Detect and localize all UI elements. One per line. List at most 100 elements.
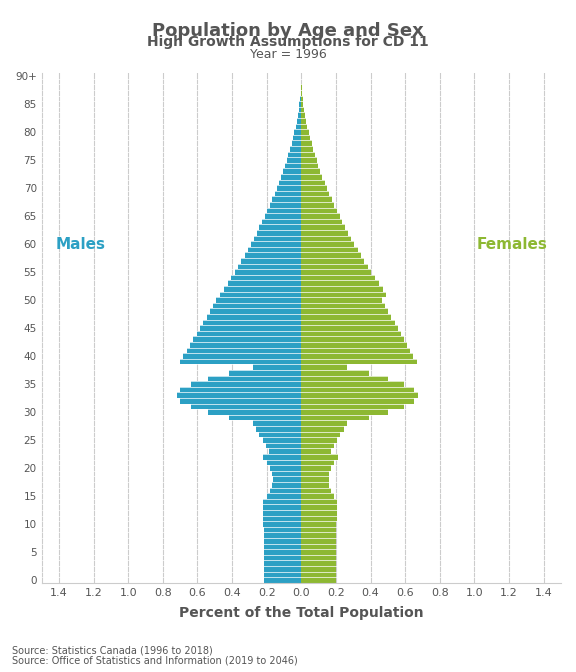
Bar <box>301 146 313 152</box>
Bar <box>257 230 301 236</box>
Bar <box>259 431 301 437</box>
Bar <box>256 426 301 431</box>
Bar <box>228 280 301 286</box>
Bar <box>301 392 418 398</box>
Bar <box>298 112 301 118</box>
Bar <box>297 118 301 124</box>
Bar <box>301 370 369 376</box>
Bar <box>301 320 395 325</box>
Bar <box>301 482 329 488</box>
Bar <box>301 213 339 219</box>
Text: Year = 1996: Year = 1996 <box>249 48 327 60</box>
Bar <box>301 549 336 555</box>
Bar <box>301 202 334 208</box>
Bar <box>301 303 385 308</box>
Bar <box>301 577 336 583</box>
Bar <box>301 454 338 460</box>
Bar <box>301 404 404 409</box>
Bar <box>301 421 347 426</box>
Bar <box>301 208 337 213</box>
Bar <box>301 331 401 337</box>
Bar <box>273 476 301 482</box>
Bar <box>289 152 301 157</box>
Bar <box>301 521 336 527</box>
Bar <box>180 398 301 404</box>
Bar <box>301 532 336 538</box>
Bar <box>266 443 301 448</box>
Bar <box>187 347 301 353</box>
Bar <box>224 286 301 292</box>
Bar <box>254 236 301 241</box>
Bar <box>229 415 301 421</box>
Bar <box>272 196 301 202</box>
Bar <box>290 146 301 152</box>
Bar <box>301 347 410 353</box>
Bar <box>180 359 301 364</box>
Bar <box>248 247 301 253</box>
Bar <box>301 398 414 404</box>
Bar <box>270 202 301 208</box>
Bar <box>301 118 306 124</box>
Bar <box>301 112 305 118</box>
Bar <box>301 505 336 510</box>
Bar <box>281 174 301 179</box>
Bar <box>272 471 301 476</box>
Bar <box>301 515 336 521</box>
Bar <box>287 157 301 163</box>
Bar <box>251 241 301 247</box>
Bar <box>275 191 301 196</box>
Bar <box>301 460 335 465</box>
Bar <box>267 460 301 465</box>
Bar <box>180 387 301 392</box>
Bar <box>301 471 329 476</box>
Bar <box>264 549 301 555</box>
Bar <box>301 135 310 140</box>
Bar <box>301 90 302 95</box>
Bar <box>301 415 369 421</box>
Bar <box>264 544 301 549</box>
Text: Population by Age and Sex: Population by Age and Sex <box>152 22 424 40</box>
Bar <box>301 219 342 224</box>
Bar <box>283 169 301 174</box>
Bar <box>208 409 301 415</box>
Bar <box>267 493 301 499</box>
Bar <box>301 275 375 280</box>
Bar <box>301 241 354 247</box>
Bar <box>301 163 319 169</box>
Bar <box>231 275 301 280</box>
Bar <box>183 353 301 359</box>
Bar <box>264 555 301 560</box>
Bar <box>193 337 301 342</box>
Bar <box>263 505 301 510</box>
Bar <box>253 421 301 426</box>
Bar <box>301 560 336 566</box>
Bar <box>208 376 301 381</box>
Bar <box>267 208 301 213</box>
Bar <box>301 448 331 454</box>
Bar <box>295 124 301 129</box>
Bar <box>301 157 317 163</box>
Bar <box>301 292 386 297</box>
Bar <box>301 431 340 437</box>
Bar <box>301 280 378 286</box>
Bar <box>301 297 382 303</box>
Bar <box>279 179 301 185</box>
Bar <box>301 555 336 560</box>
Bar <box>301 258 364 263</box>
Text: High Growth Assumptions for CD 11: High Growth Assumptions for CD 11 <box>147 35 429 49</box>
Text: Source: Statistics Canada (1996 to 2018): Source: Statistics Canada (1996 to 2018) <box>12 645 213 655</box>
Bar <box>217 297 301 303</box>
Bar <box>301 527 336 532</box>
Bar <box>200 325 301 331</box>
Bar <box>263 521 301 527</box>
Bar <box>245 253 301 258</box>
Bar <box>301 152 314 157</box>
Bar <box>263 510 301 515</box>
Bar <box>177 392 301 398</box>
Bar <box>301 107 304 112</box>
Bar <box>270 465 301 471</box>
Bar <box>238 263 301 269</box>
Bar <box>301 124 308 129</box>
Bar <box>264 527 301 532</box>
Bar <box>301 253 361 258</box>
